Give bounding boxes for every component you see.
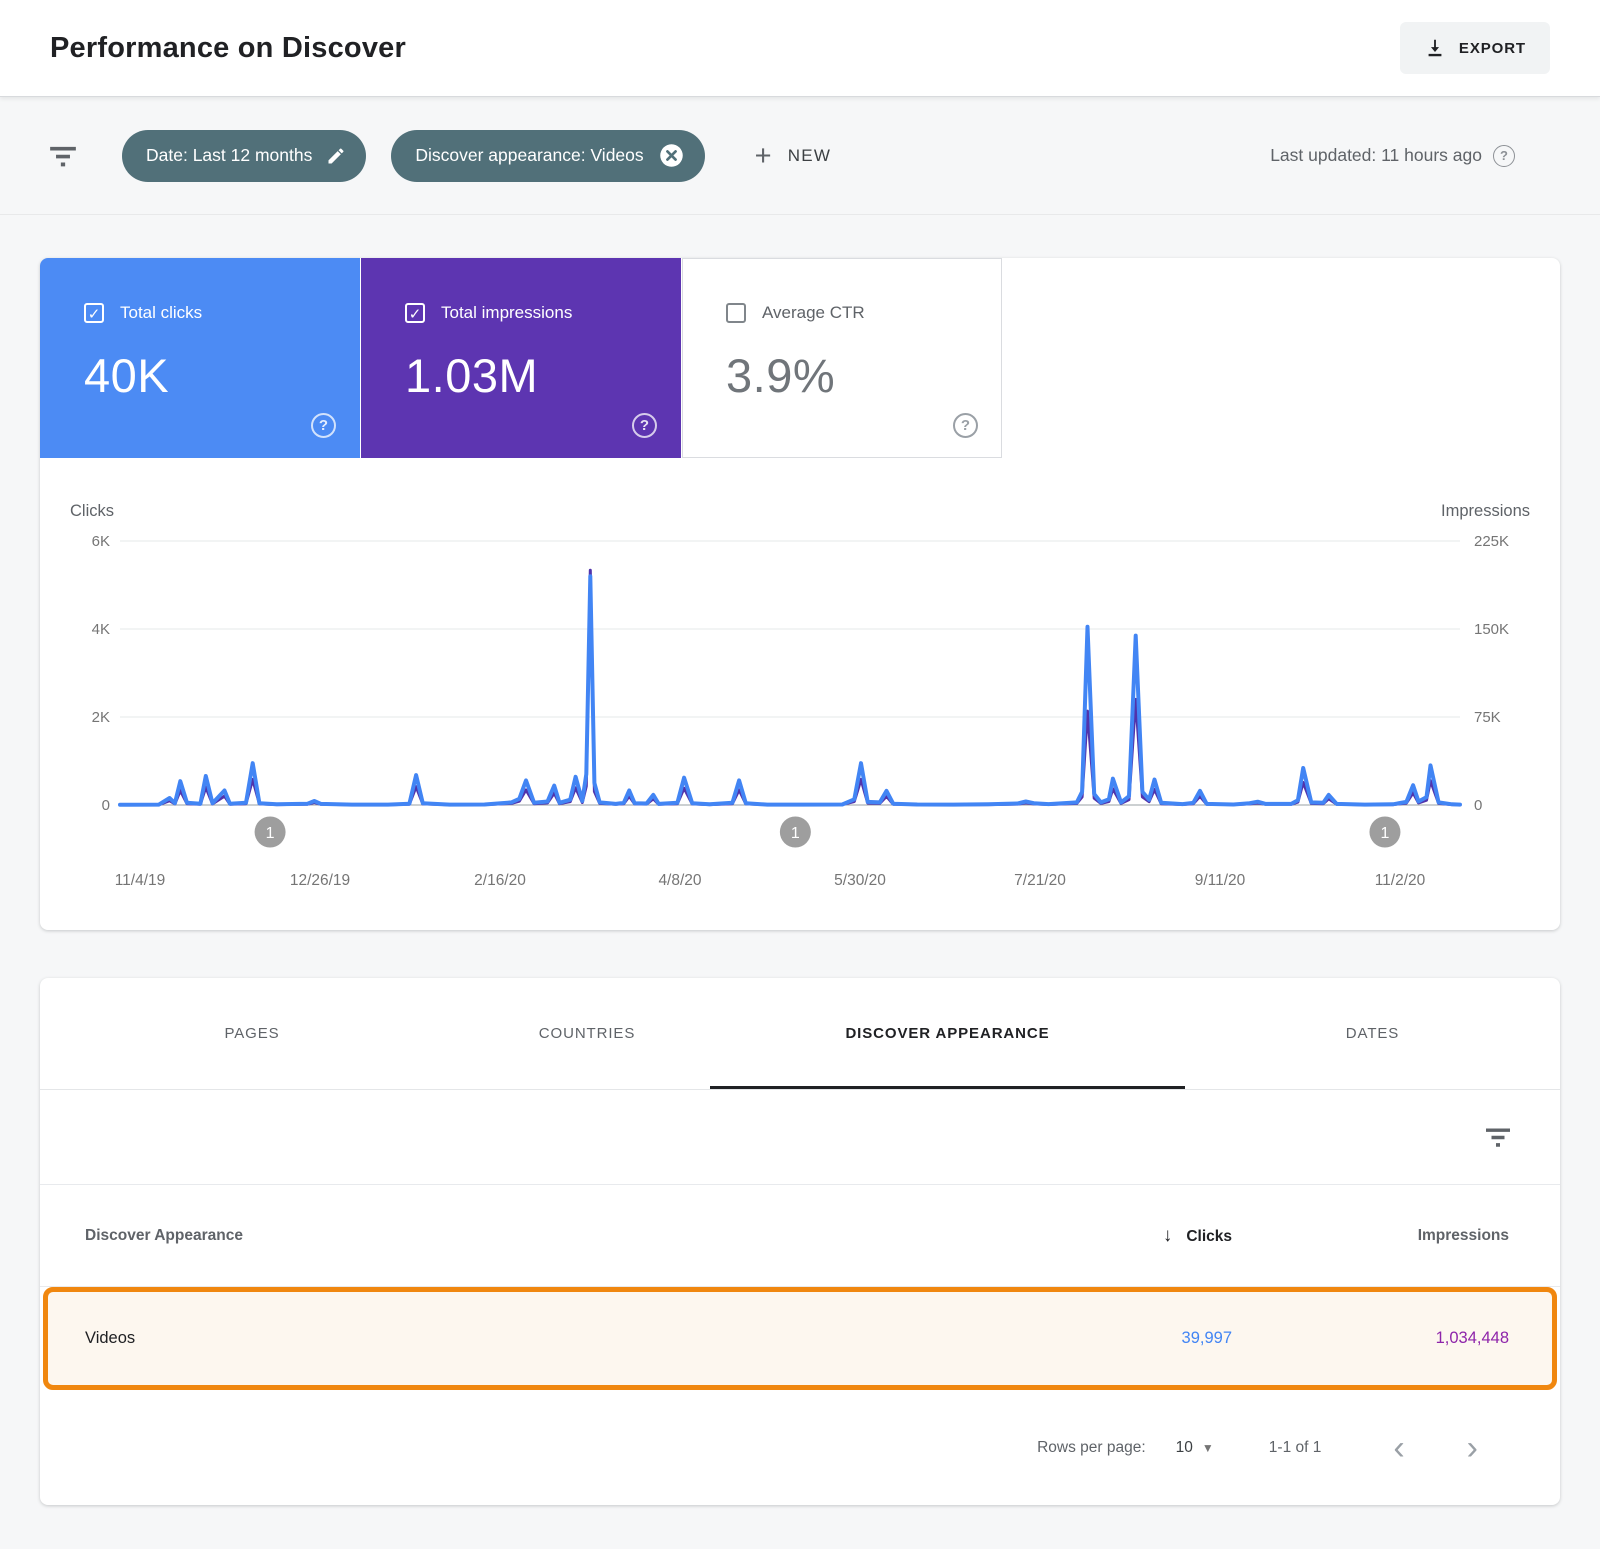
x-axis-tick: 7/21/20 [1014,872,1066,889]
performance-chart: Clicks Impressions 6K 4K 2K 0 225K 150K … [40,458,1560,930]
download-icon [1424,37,1446,59]
left-axis-tick: 0 [102,797,110,814]
filter-bar: Date: Last 12 months Discover appearance… [0,97,1600,215]
checkbox-unchecked-icon[interactable] [726,303,746,323]
right-axis-tick: 150K [1474,621,1509,638]
tab-discover-appearance[interactable]: DISCOVER APPEARANCE [710,978,1185,1089]
appearance-filter-chip[interactable]: Discover appearance: Videos [391,130,704,182]
x-axis-tick: 12/26/19 [290,872,350,889]
svg-text:1: 1 [791,825,800,842]
last-updated: Last updated: 11 hours ago ? [1270,145,1515,167]
chart-annotation-marker[interactable]: 1 [255,817,286,848]
right-axis-title: Impressions [1441,502,1530,520]
rows-per-page-label: Rows per page: [1037,1439,1146,1457]
filter-icon[interactable] [48,141,78,171]
top-bar: Performance on Discover EXPORT [0,0,1600,97]
last-updated-text: Last updated: 11 hours ago [1270,145,1482,166]
help-icon[interactable]: ? [1493,145,1515,167]
details-table-card: PAGES COUNTRIES DISCOVER APPEARANCE DATE… [40,978,1560,1505]
export-button-label: EXPORT [1459,40,1526,57]
export-button[interactable]: EXPORT [1400,22,1550,74]
left-axis-title: Clicks [70,502,114,520]
appearance-filter-chip-label: Discover appearance: Videos [415,145,643,166]
column-header-discover-appearance[interactable]: Discover Appearance [85,1227,932,1245]
average-ctr-value: 3.9% [726,348,1002,403]
row-impressions-value: 1,034,448 [1232,1329,1509,1348]
date-filter-chip[interactable]: Date: Last 12 months [122,130,366,182]
chart-card: ✓ Total clicks 40K ? ✓ Total impressions… [40,258,1560,930]
checkbox-checked-icon[interactable]: ✓ [405,303,425,323]
help-icon[interactable]: ? [311,413,336,438]
total-impressions-label: Total impressions [441,303,572,323]
new-filter-label: NEW [788,146,831,166]
total-clicks-tile[interactable]: ✓ Total clicks 40K ? [40,258,360,458]
x-axis-tick: 11/2/20 [1375,872,1426,889]
new-filter-button[interactable]: + NEW [755,146,831,166]
page-title: Performance on Discover [50,32,406,65]
x-axis-tick: 5/30/20 [834,872,886,889]
row-clicks-value: 39,997 [932,1329,1232,1348]
remove-filter-icon[interactable] [658,142,685,169]
next-page-button[interactable]: › [1467,1438,1478,1458]
left-axis-tick: 4K [92,621,110,638]
total-clicks-value: 40K [84,348,360,403]
total-clicks-label: Total clicks [120,303,202,323]
date-filter-chip-label: Date: Last 12 months [146,145,312,166]
right-axis-tick: 75K [1474,709,1501,726]
table-filter-icon[interactable] [1484,1123,1512,1151]
column-header-impressions[interactable]: Impressions [1232,1227,1509,1245]
table-header-row: Discover Appearance ↓Clicks Impressions [40,1185,1560,1287]
total-impressions-value: 1.03M [405,348,681,403]
right-axis-tick: 0 [1474,797,1482,814]
tab-pages[interactable]: PAGES [40,978,464,1089]
x-axis-tick: 11/4/19 [115,872,166,889]
checkbox-checked-icon[interactable]: ✓ [84,303,104,323]
table-tabs: PAGES COUNTRIES DISCOVER APPEARANCE DATE… [40,978,1560,1090]
edit-pencil-icon[interactable] [326,146,346,166]
total-impressions-tile[interactable]: ✓ Total impressions 1.03M ? [361,258,681,458]
table-footer: Rows per page: 10 ▼ 1-1 of 1 ‹ › [40,1390,1560,1505]
help-icon[interactable]: ? [953,413,978,438]
svg-text:1: 1 [266,825,275,842]
svg-text:1: 1 [1381,825,1390,842]
x-axis-tick: 2/16/20 [474,872,526,889]
sort-descending-icon: ↓ [1163,1225,1173,1246]
table-row-videos[interactable]: Videos 39,997 1,034,448 [43,1287,1557,1390]
row-name: Videos [85,1329,932,1348]
clicks-line [120,576,1460,805]
chart-annotation-marker[interactable]: 1 [1369,817,1400,848]
pagination-range: 1-1 of 1 [1269,1439,1322,1457]
plus-icon: + [755,146,773,166]
rows-per-page-select[interactable]: 10 ▼ [1176,1439,1214,1457]
x-axis-tick: 9/11/20 [1195,872,1246,889]
tab-countries[interactable]: COUNTRIES [464,978,710,1089]
average-ctr-tile[interactable]: Average CTR 3.9% ? [682,258,1002,458]
tab-dates[interactable]: DATES [1185,978,1560,1089]
x-axis-tick: 4/8/20 [658,872,701,889]
average-ctr-label: Average CTR [762,303,865,323]
left-axis-tick: 2K [92,709,110,726]
performance-on-discover-page: Performance on Discover EXPORT Date: Las… [0,0,1600,1549]
left-axis-tick: 6K [92,533,110,550]
metric-tiles: ✓ Total clicks 40K ? ✓ Total impressions… [40,258,1560,458]
dropdown-arrow-icon: ▼ [1202,1441,1214,1455]
impressions-line [120,570,1460,805]
chart-annotation-marker[interactable]: 1 [780,817,811,848]
right-axis-tick: 225K [1474,533,1509,550]
help-icon[interactable]: ? [632,413,657,438]
table-filter-row [40,1090,1560,1185]
previous-page-button[interactable]: ‹ [1393,1438,1404,1458]
column-header-clicks[interactable]: ↓Clicks [932,1225,1232,1247]
